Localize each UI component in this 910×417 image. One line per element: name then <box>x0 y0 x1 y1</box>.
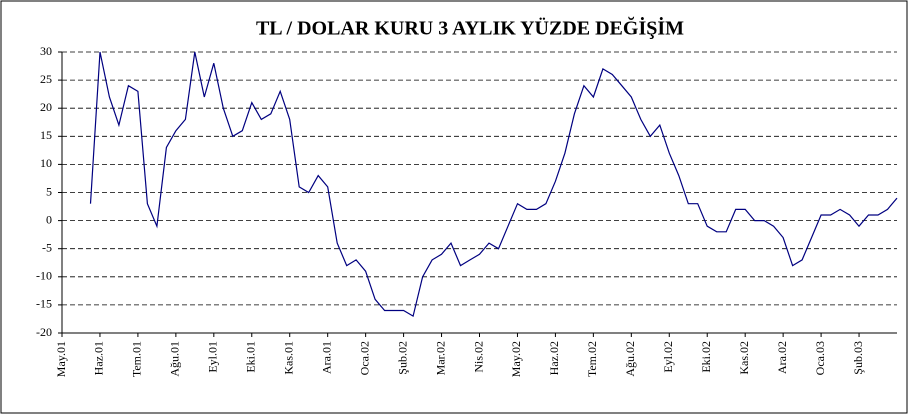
y-tick-label: 5 <box>46 184 52 198</box>
x-tick-label: Eyl.01 <box>206 341 220 373</box>
x-tick-label: Kas.02 <box>737 341 751 375</box>
y-tick-label: -15 <box>36 297 52 311</box>
y-tick-label: 0 <box>46 212 52 226</box>
x-tick-label: Tem.02 <box>585 341 599 377</box>
x-tick-label: Oca.03 <box>813 341 827 375</box>
x-tick-label: Ara.02 <box>775 341 789 374</box>
x-tick-label: May.02 <box>509 341 523 377</box>
x-tick-label: Haz.01 <box>92 341 106 375</box>
x-tick-label: Haz.02 <box>547 341 561 375</box>
x-tick-label: Şub.02 <box>395 341 409 375</box>
y-tick-label: -10 <box>36 269 52 283</box>
y-tick-label: -20 <box>36 325 52 339</box>
x-tick-label: Ağu.01 <box>168 341 182 377</box>
x-tick-label: Eki.02 <box>699 341 713 373</box>
x-tick-label: Eki.01 <box>244 341 258 373</box>
x-tick-label: Oca.02 <box>357 341 371 375</box>
x-tick-label: Nis.02 <box>471 341 485 373</box>
x-tick-label: Kas.01 <box>281 341 295 375</box>
x-tick-label: Şub.03 <box>851 341 865 375</box>
x-tick-label: Eyl.02 <box>661 341 675 373</box>
y-tick-label: -5 <box>42 240 52 254</box>
y-tick-label: 30 <box>40 44 52 58</box>
x-tick-label: Ağu.02 <box>623 341 637 377</box>
y-tick-label: 10 <box>40 156 52 170</box>
x-tick-label: May.01 <box>54 341 68 377</box>
chart-title: TL / DOLAR KURU 3 AYLIK YÜZDE DEĞİŞİM <box>256 16 684 40</box>
x-tick-label: Mar.02 <box>433 341 447 375</box>
y-tick-label: 25 <box>40 72 52 86</box>
x-tick-label: Ara.01 <box>319 341 333 374</box>
x-tick-label: Tem.01 <box>130 341 144 377</box>
y-tick-label: 20 <box>40 100 52 114</box>
y-tick-label: 15 <box>40 128 52 142</box>
data-line <box>89 51 898 318</box>
